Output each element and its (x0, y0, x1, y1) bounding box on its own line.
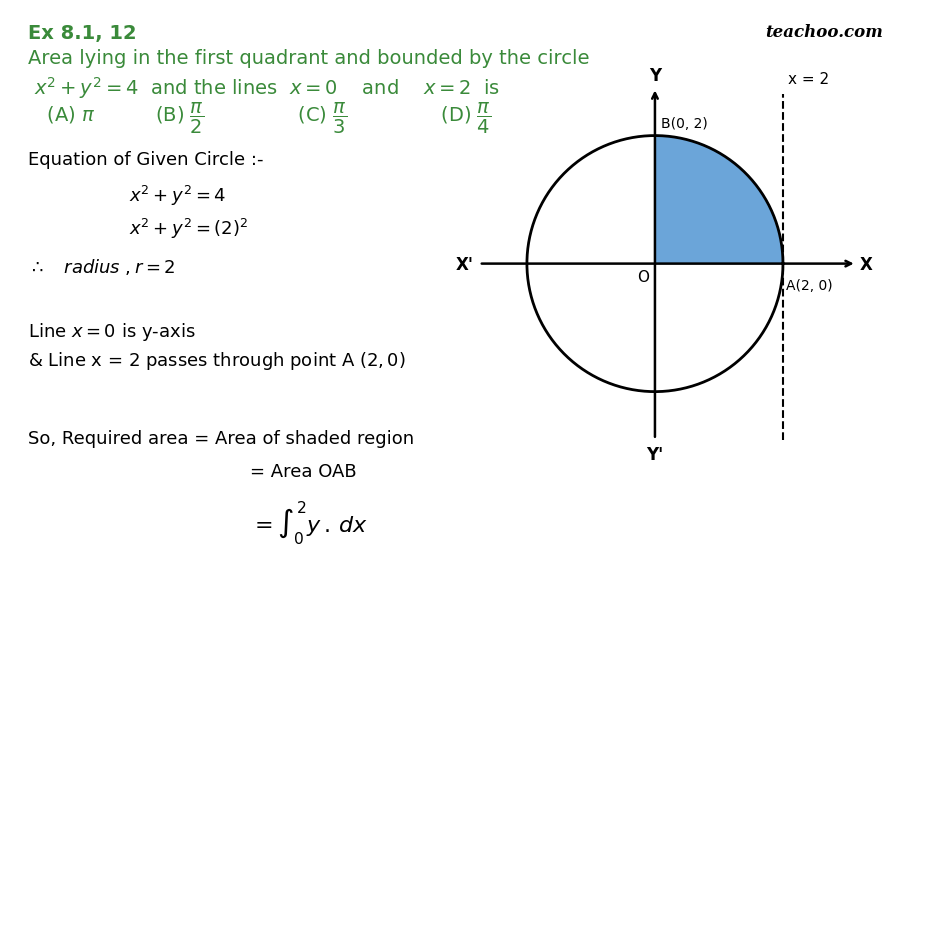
Text: B(0, 2): B(0, 2) (661, 117, 707, 131)
Text: Area lying in the first quadrant and bounded by the circle: Area lying in the first quadrant and bou… (27, 49, 589, 68)
Text: Y': Y' (646, 446, 663, 464)
Text: x = 2: x = 2 (787, 72, 828, 87)
Text: $= \int_0^2 y\, .\, dx$: $= \int_0^2 y\, .\, dx$ (249, 498, 367, 547)
Text: So, Required area = Area of shaded region: So, Required area = Area of shaded regio… (27, 430, 413, 447)
Text: (A) $\pi$          (B) $\dfrac{\pi}{2}$               (C) $\dfrac{\pi}{3}$      : (A) $\pi$ (B) $\dfrac{\pi}{2}$ (C) $\dfr… (27, 101, 491, 136)
Text: $x^2 + y^2 = 4$: $x^2 + y^2 = 4$ (129, 184, 227, 209)
Text: $x^2 + y^2 = 4$  and the lines  $x = 0$    and    $x = 2$  is: $x^2 + y^2 = 4$ and the lines $x = 0$ an… (27, 75, 499, 100)
Text: Ex 8.1, 12: Ex 8.1, 12 (27, 24, 136, 42)
Text: Equation of Given Circle :-: Equation of Given Circle :- (27, 151, 263, 169)
Polygon shape (654, 137, 783, 264)
Text: Line $x = 0$ is y-axis: Line $x = 0$ is y-axis (27, 321, 195, 343)
Text: teachoo.com: teachoo.com (764, 24, 882, 41)
Text: & Line x = 2 passes through point A $(2 , 0)$: & Line x = 2 passes through point A $(2 … (27, 349, 405, 371)
Text: = Area OAB: = Area OAB (249, 463, 356, 480)
Text: X: X (859, 255, 871, 274)
Text: A(2, 0): A(2, 0) (784, 278, 832, 293)
Text: O: O (637, 270, 649, 284)
Text: $\therefore$   $radius$ $,r = 2$: $\therefore$ $radius$ $,r = 2$ (27, 257, 175, 277)
Text: Y: Y (649, 67, 660, 85)
Text: $x^2 + y^2 = (2)^2$: $x^2 + y^2 = (2)^2$ (129, 217, 248, 242)
Text: X': X' (455, 255, 473, 274)
